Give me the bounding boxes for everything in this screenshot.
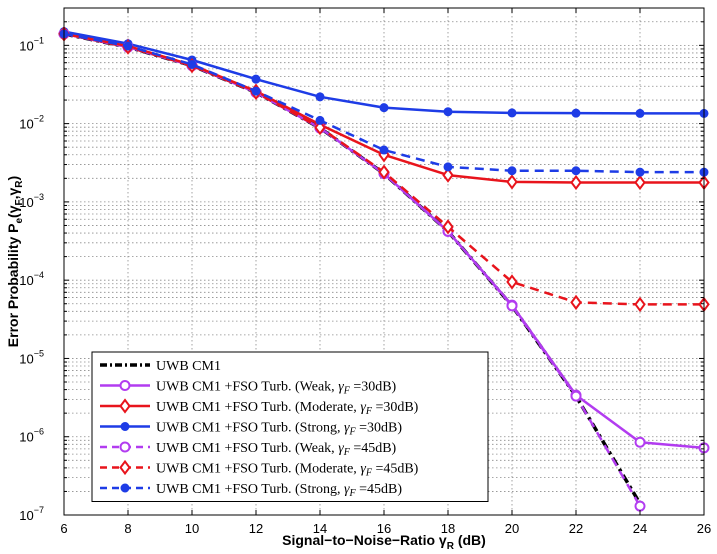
series-7 bbox=[59, 29, 709, 177]
legend-item: UWB CM1 +FSO Turb. (Weak, γF =30dB) bbox=[100, 380, 397, 397]
x-tick-label: 10 bbox=[185, 521, 199, 536]
x-tick-label: 6 bbox=[60, 521, 67, 536]
data-point bbox=[571, 166, 581, 176]
data-point bbox=[507, 166, 517, 176]
data-point bbox=[251, 74, 261, 84]
x-tick-label: 18 bbox=[441, 521, 455, 536]
data-point bbox=[442, 167, 454, 183]
x-axis-title: Signal−to−Noise−Ratio γR (dB) bbox=[282, 532, 486, 552]
data-point bbox=[314, 119, 326, 136]
legend-label: UWB CM1 +FSO Turb. (Moderate, γF =30dB) bbox=[156, 400, 419, 417]
data-point bbox=[443, 107, 453, 117]
legend-label: UWB CM1 +FSO Turb. (Weak, γF =30dB) bbox=[156, 380, 397, 397]
data-point bbox=[506, 174, 518, 190]
legend-label: UWB CM1 +FSO Turb. (Strong, γF =30dB) bbox=[156, 421, 402, 438]
x-tick-label: 26 bbox=[697, 521, 711, 536]
data-point bbox=[570, 294, 582, 311]
legend: UWB CM1 UWB CM1 +FSO Turb. (Weak, γF =30d… bbox=[91, 351, 489, 502]
data-point bbox=[379, 145, 389, 155]
legend-item: UWB CM1 bbox=[100, 359, 221, 374]
y-tick-label: 10−7 bbox=[19, 505, 44, 523]
x-tick-label: 12 bbox=[249, 521, 263, 536]
x-tick-label: 16 bbox=[377, 521, 391, 536]
data-point bbox=[507, 108, 517, 118]
legend-marker bbox=[120, 483, 130, 493]
legend-marker bbox=[119, 398, 131, 414]
y-tick-label: 10−5 bbox=[19, 348, 44, 366]
y-tick-label: 10−2 bbox=[19, 114, 44, 132]
series-line bbox=[63, 32, 704, 174]
data-point bbox=[635, 108, 645, 118]
legend-label: UWB CM1 +FSO Turb. (Moderate, γF =45dB) bbox=[156, 462, 419, 479]
x-tick-label: 14 bbox=[313, 521, 327, 536]
legend-label: UWB CM1 +FSO Turb. (Strong, γF =45dB) bbox=[156, 482, 402, 499]
axis-ticks: 6 8 10 12 14 16 18 20 22 24 26 10−7 10−6 10−5 10−4 10−3… bbox=[19, 8, 711, 536]
y-tick-label: 10−3 bbox=[19, 192, 44, 210]
y-tick-label: 10−1 bbox=[19, 35, 44, 53]
x-tick-label: 24 bbox=[633, 521, 647, 536]
data-point bbox=[570, 390, 582, 402]
data-point bbox=[506, 300, 518, 312]
y-axis-title: Error Probability Pe(γF,γR) bbox=[5, 176, 25, 347]
data-point bbox=[251, 86, 261, 96]
legend-label: UWB CM1 +FSO Turb. (Weak, γF =45dB) bbox=[156, 441, 397, 458]
x-tick-label: 22 bbox=[569, 521, 583, 536]
legend-label: UWB CM1 bbox=[156, 359, 221, 374]
x-tick-label: 8 bbox=[124, 521, 131, 536]
data-point bbox=[570, 174, 582, 191]
legend-marker bbox=[119, 441, 131, 453]
data-point bbox=[442, 219, 454, 235]
data-point bbox=[635, 167, 645, 177]
data-point bbox=[315, 92, 325, 102]
legend-item: UWB CM1 +FSO Turb. (Weak, γF =45dB) bbox=[100, 441, 397, 458]
legend-item: UWB CM1 +FSO Turb. (Moderate, γF =30dB) bbox=[100, 398, 419, 417]
data-point bbox=[634, 500, 646, 512]
legend-marker bbox=[119, 459, 131, 476]
x-tick-label: 20 bbox=[505, 521, 519, 536]
data-point bbox=[634, 174, 646, 191]
y-tick-label: 10−4 bbox=[19, 270, 44, 288]
legend-marker bbox=[120, 422, 130, 431]
data-point bbox=[506, 274, 518, 290]
legend-marker bbox=[119, 380, 131, 391]
data-point bbox=[123, 41, 133, 51]
data-point bbox=[634, 436, 646, 448]
data-point bbox=[187, 59, 197, 69]
data-point bbox=[571, 108, 581, 118]
legend-box bbox=[91, 351, 489, 502]
data-point bbox=[378, 164, 390, 180]
data-point bbox=[315, 115, 325, 125]
data-point bbox=[443, 162, 453, 172]
legend-item: UWB CM1 +FSO Turb. (Strong, γF =45dB) bbox=[100, 482, 402, 499]
y-tick-label: 10−6 bbox=[19, 427, 44, 445]
legend-item: UWB CM1 +FSO Turb. (Moderate, γF =45dB) bbox=[100, 459, 419, 479]
data-point bbox=[379, 103, 389, 113]
legend-item: UWB CM1 +FSO Turb. (Strong, γF =30dB) bbox=[100, 421, 402, 438]
data-point bbox=[634, 296, 646, 313]
